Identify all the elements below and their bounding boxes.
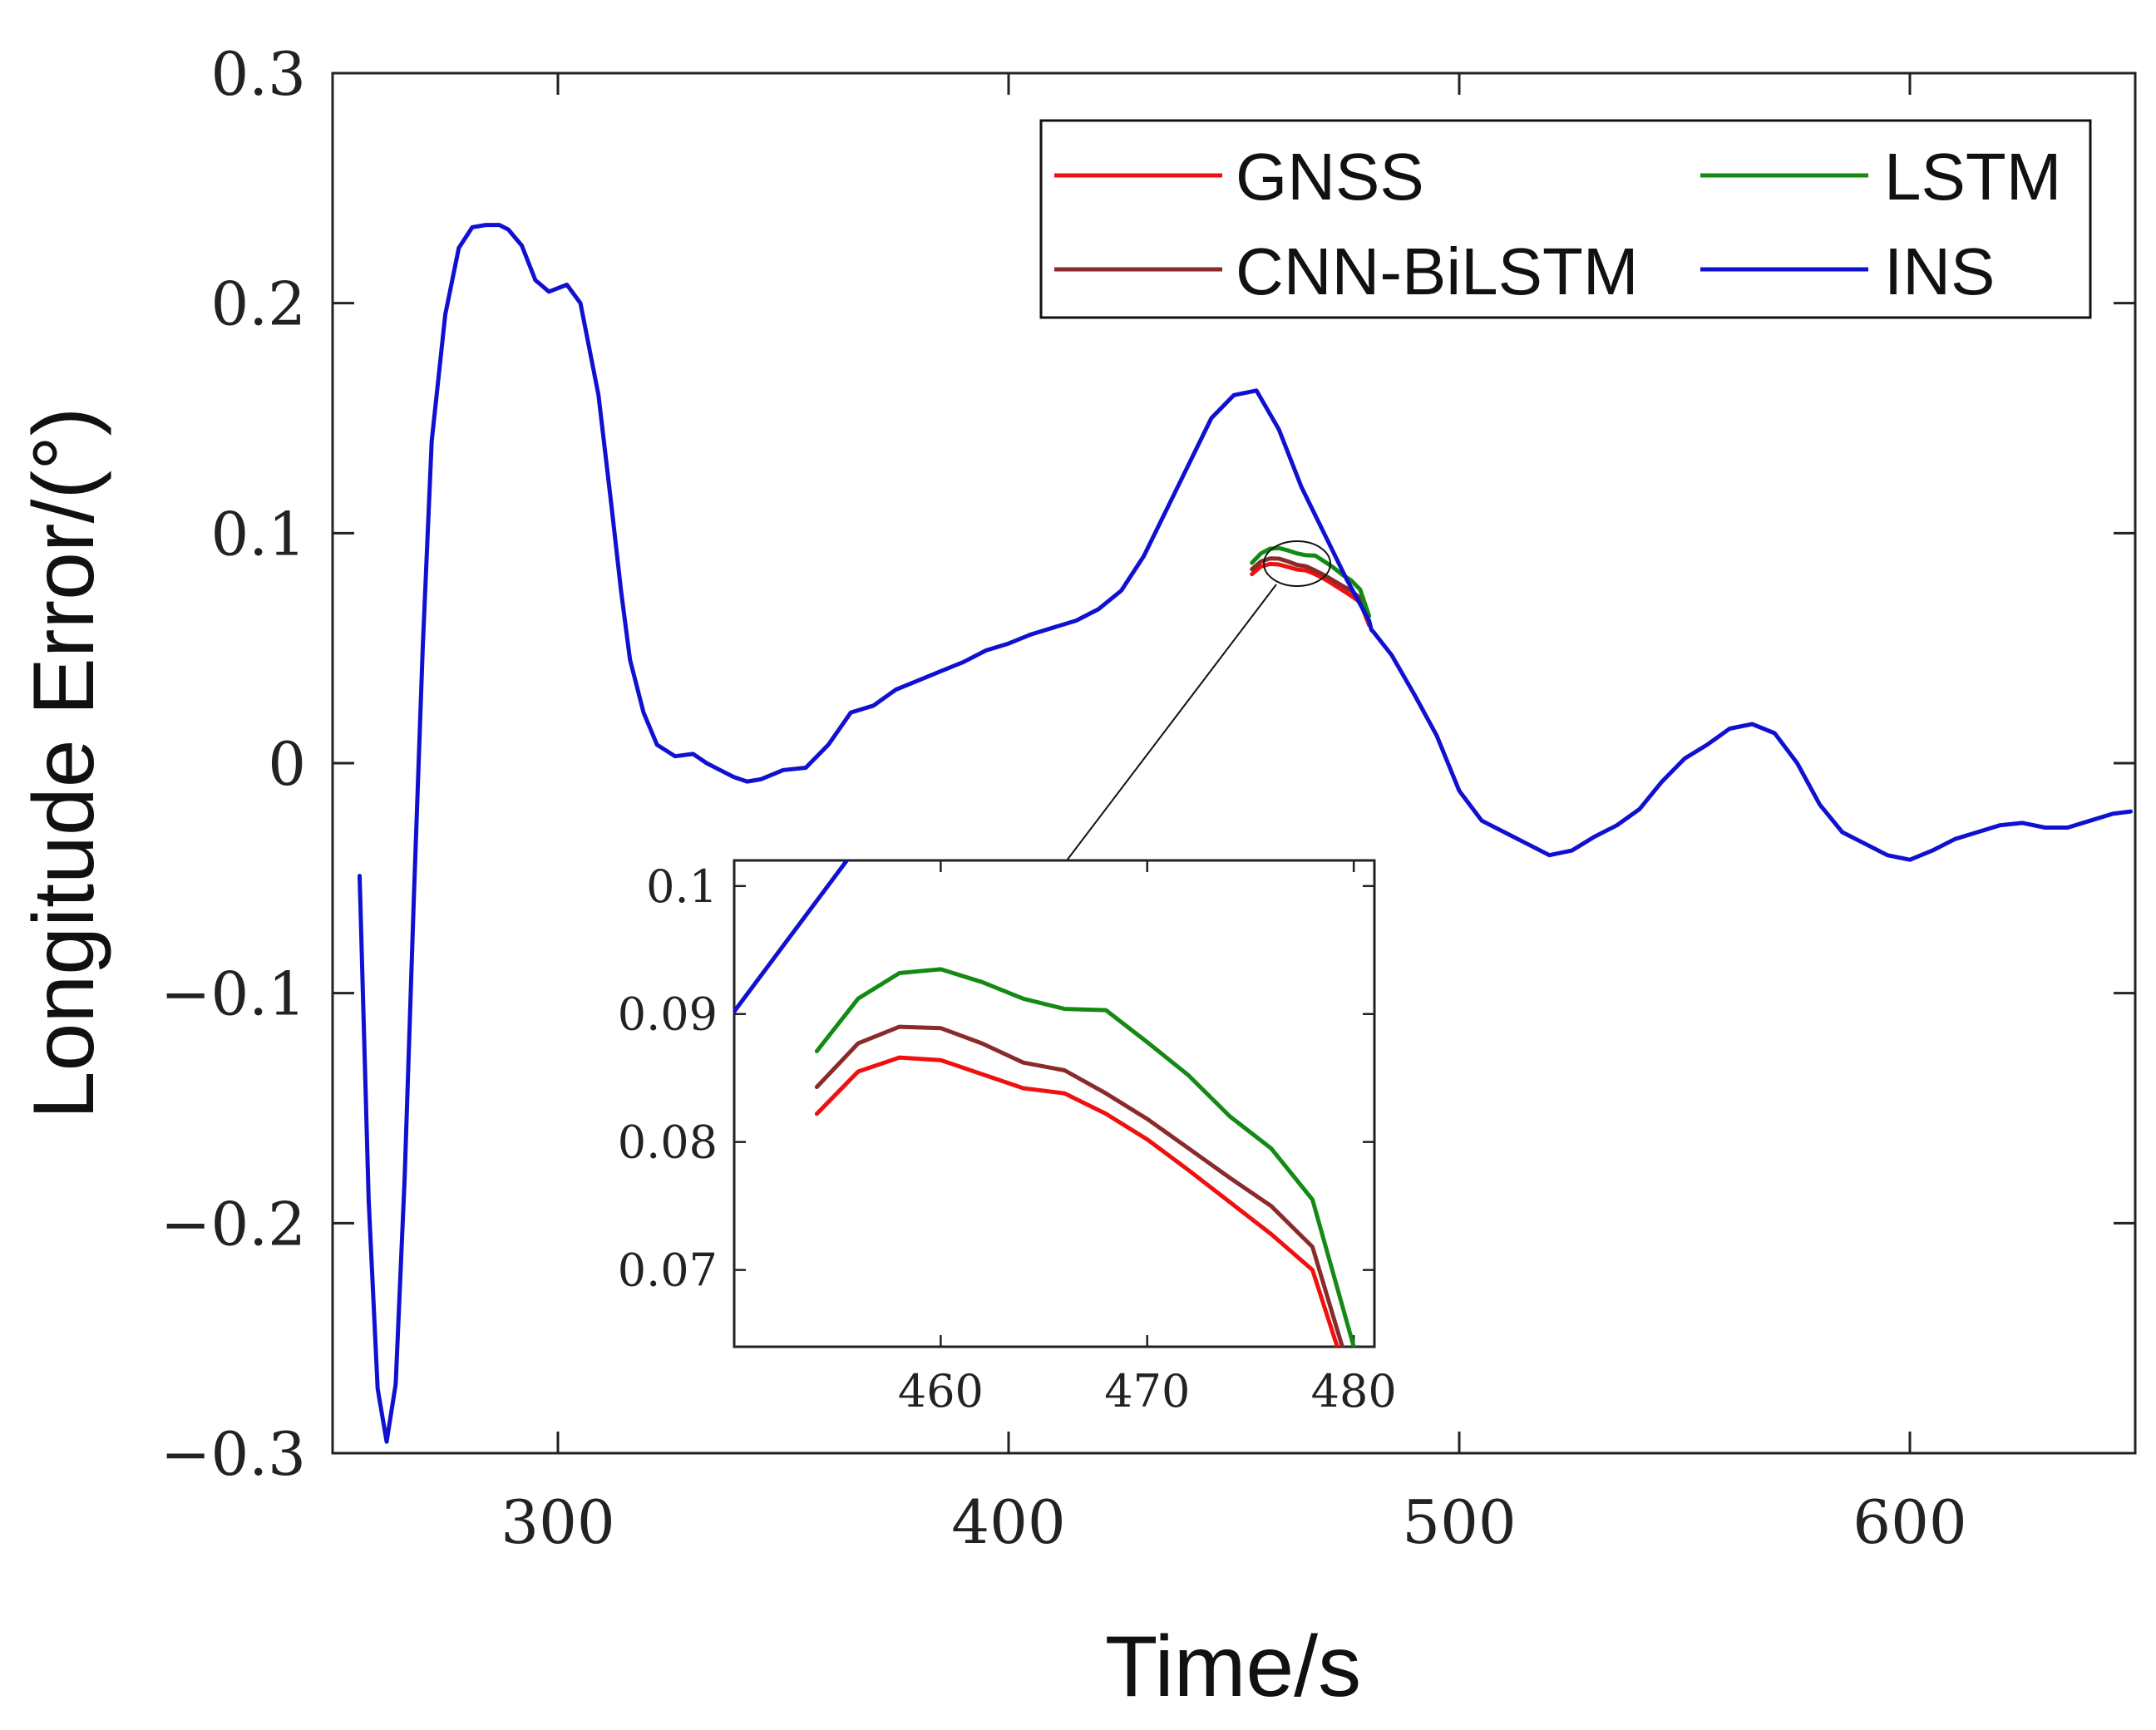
inset-x-tick-label-0: 460 xyxy=(898,1365,984,1417)
y-tick-label-0: −0.3 xyxy=(160,1419,306,1489)
inset-x-tick-label-1: 470 xyxy=(1104,1365,1190,1417)
inset-series-line-gnss xyxy=(814,1055,1339,1347)
y-tick-label-6: 0.3 xyxy=(210,39,306,109)
inset-series-group xyxy=(734,860,1356,1347)
y-tick-label-1: −0.2 xyxy=(160,1189,306,1259)
series-line-ins xyxy=(358,223,2134,1444)
x-tick-label-3: 600 xyxy=(1853,1487,1966,1557)
inset-y-tick-label-2: 0.09 xyxy=(618,988,718,1041)
inset-series-line-lstm xyxy=(814,967,1356,1347)
inset-y-tick-label-0: 0.07 xyxy=(618,1245,718,1297)
main-ticks: 300 400 500 600 −0.3 −0.2 −0.1 0 0.1 0.2 0.3 xyxy=(160,39,2135,1557)
inset-axes-box xyxy=(733,859,1376,1348)
inset-ticks: 460 470 480 0.07 0.08 0.09 0.1 xyxy=(618,860,1397,1417)
legend-box xyxy=(1039,119,2092,319)
x-tick-label-0: 300 xyxy=(501,1487,614,1557)
y-axis-label: Longitude Error/(°) xyxy=(16,407,112,1120)
y-tick-label-5: 0.2 xyxy=(210,269,306,339)
inset-x-tick-label-2: 480 xyxy=(1311,1365,1397,1417)
inset-series-line-ins xyxy=(734,860,850,1014)
y-tick-label-3: 0 xyxy=(268,729,306,799)
zoom-connector-line xyxy=(1066,584,1277,861)
legend-label-gnss: GNSS xyxy=(1236,140,1424,214)
series-line-cnn-bilstm xyxy=(1250,556,1372,625)
x-axis-label: Time/s xyxy=(1105,1619,1361,1715)
inset-series-line-cnn-bilstm xyxy=(814,1024,1345,1347)
legend-label-ins: INS xyxy=(1884,234,1995,308)
x-tick-label-1: 400 xyxy=(951,1487,1065,1557)
legend-label-lstm: LSTM xyxy=(1884,140,2061,214)
legend: GNSS LSTM CNN-BiLSTM INS xyxy=(1039,119,2092,319)
y-tick-label-4: 0.1 xyxy=(210,499,306,569)
inset-y-tick-label-3: 0.1 xyxy=(646,860,718,913)
y-tick-label-2: −0.1 xyxy=(160,959,306,1029)
inset-plot-area: 460 470 480 0.07 0.08 0.09 0.1 xyxy=(618,859,1397,1417)
x-tick-label-2: 500 xyxy=(1402,1487,1516,1557)
series-line-gnss xyxy=(1250,561,1372,628)
legend-label-cnn-bilstm: CNN-BiLSTM xyxy=(1236,234,1638,308)
inset-y-tick-label-1: 0.08 xyxy=(618,1116,718,1169)
zoom-region-ellipse xyxy=(1263,540,1331,587)
